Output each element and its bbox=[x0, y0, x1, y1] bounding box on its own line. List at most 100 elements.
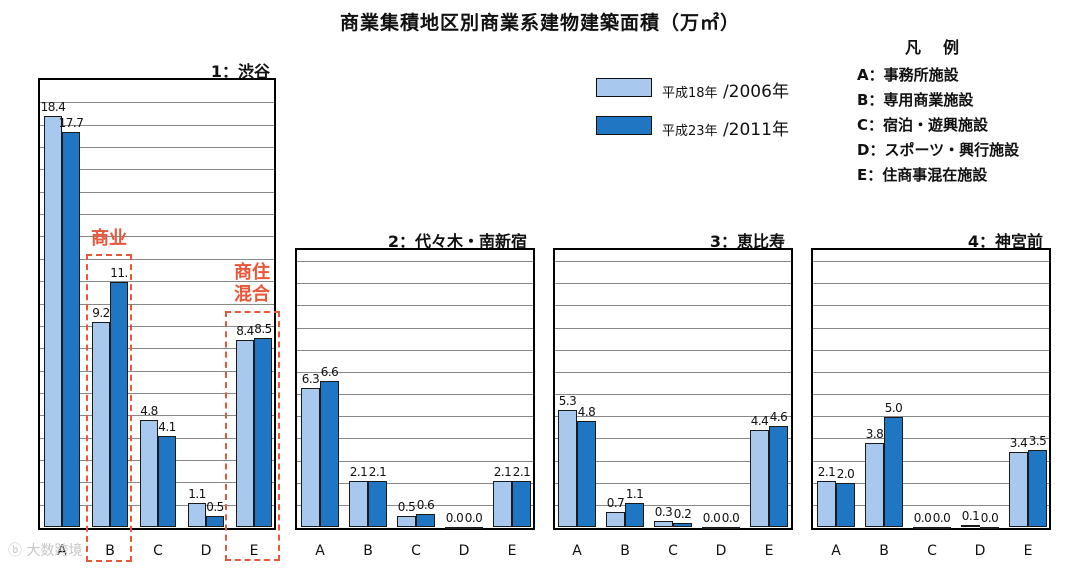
value-label-ebisu-d-series1: 0.0 bbox=[721, 510, 740, 525]
bar-shibuya-e-series1 bbox=[254, 337, 272, 528]
bar-ebisu-b-series1 bbox=[625, 503, 644, 528]
gridline bbox=[555, 438, 791, 440]
gridline bbox=[813, 416, 1049, 418]
value-label-yoyogi-b-series0: 2.1 bbox=[349, 464, 368, 479]
value-label-shibuya-e-series1: 8.5 bbox=[254, 321, 272, 336]
bar-yoyogi-e-series0 bbox=[493, 480, 512, 528]
value-label-jingumae-e-series1: 3.5 bbox=[1028, 433, 1047, 448]
category-label-yoyogi-c: C bbox=[411, 543, 421, 559]
gridline bbox=[40, 214, 274, 216]
value-label-yoyogi-d-series1: 0.0 bbox=[464, 510, 483, 525]
gridline bbox=[297, 261, 533, 263]
bar-ebisu-b-series0 bbox=[606, 511, 625, 528]
gridline bbox=[813, 394, 1049, 396]
category-label-shibuya-e: E bbox=[249, 543, 259, 559]
category-label-ebisu-e: E bbox=[764, 543, 774, 559]
key-title: 凡例 bbox=[905, 38, 982, 57]
gridline bbox=[555, 416, 791, 418]
annotation-box-mixed bbox=[225, 311, 280, 561]
annotation-label-mixed-line1: 商住 bbox=[234, 262, 270, 283]
value-label-shibuya-d-series0: 1.1 bbox=[188, 486, 206, 501]
gridline bbox=[297, 482, 533, 484]
gridline bbox=[297, 460, 533, 462]
bar-jingumae-e-series0 bbox=[1009, 452, 1028, 528]
bar-ebisu-d-series1 bbox=[721, 526, 740, 529]
value-label-ebisu-e-series1: 4.6 bbox=[769, 409, 788, 424]
value-label-shibuya-b-series1: 11. bbox=[110, 265, 128, 280]
bar-yoyogi-d-series0 bbox=[445, 526, 464, 529]
value-label-shibuya-a-series1: 17.7 bbox=[58, 115, 84, 130]
gridline bbox=[40, 147, 274, 149]
annotation-label-mixed-line2: 混合 bbox=[234, 284, 270, 305]
value-label-jingumae-c-series0: 0.0 bbox=[913, 510, 932, 525]
gridline bbox=[40, 258, 274, 260]
value-label-shibuya-d-series1: 0.5 bbox=[206, 500, 224, 515]
category-label-shibuya-c: C bbox=[153, 543, 163, 559]
gridline bbox=[40, 281, 274, 283]
legend-label-2011: 平成23年 /2011年 bbox=[662, 120, 789, 140]
value-label-ebisu-c-series1: 0.2 bbox=[673, 507, 692, 522]
bar-ebisu-a-series0 bbox=[558, 410, 577, 528]
gridline bbox=[297, 504, 533, 506]
gridline bbox=[297, 283, 533, 285]
watermark: ⓑ 大数跨境 bbox=[8, 543, 83, 559]
bar-ebisu-d-series0 bbox=[702, 526, 721, 529]
panel-title-ebisu: 3：恵比寿 bbox=[709, 232, 785, 251]
category-label-yoyogi-a: A bbox=[315, 543, 325, 559]
bar-shibuya-d-series1 bbox=[206, 516, 224, 528]
gridline bbox=[555, 349, 791, 351]
bar-ebisu-a-series1 bbox=[577, 421, 596, 528]
value-label-shibuya-c-series0: 4.8 bbox=[140, 404, 158, 419]
gridline bbox=[40, 348, 274, 350]
key-item-c: C：宿泊・遊興施設 bbox=[857, 116, 989, 134]
bar-jingumae-e-series1 bbox=[1028, 449, 1047, 528]
value-label-jingumae-c-series1: 0.0 bbox=[932, 510, 951, 525]
gridline bbox=[40, 191, 274, 193]
gridline bbox=[813, 504, 1049, 506]
gridline bbox=[813, 371, 1049, 373]
category-label-ebisu-d: D bbox=[715, 543, 727, 559]
gridline bbox=[555, 305, 791, 307]
gridline bbox=[555, 482, 791, 484]
annotation-label-commerce: 商业 bbox=[91, 228, 127, 249]
value-label-yoyogi-c-series0: 0.5 bbox=[397, 500, 416, 515]
value-label-jingumae-b-series0: 3.8 bbox=[865, 427, 884, 442]
bar-ebisu-e-series0 bbox=[750, 429, 769, 528]
bar-jingumae-c-series1 bbox=[932, 526, 951, 529]
bar-ebisu-e-series1 bbox=[769, 425, 788, 528]
value-label-ebisu-b-series1: 1.1 bbox=[625, 487, 644, 502]
bar-jingumae-a-series1 bbox=[836, 483, 855, 528]
category-label-jingumae-b: B bbox=[879, 543, 889, 559]
legend-swatch-2006 bbox=[596, 78, 652, 97]
gridline bbox=[813, 482, 1049, 484]
value-label-yoyogi-a-series1: 6.6 bbox=[320, 365, 339, 380]
value-label-shibuya-b-series0: 9.2 bbox=[92, 305, 110, 320]
gridline bbox=[813, 261, 1049, 263]
value-label-yoyogi-e-series0: 2.1 bbox=[493, 464, 512, 479]
gridline bbox=[297, 371, 533, 373]
bar-yoyogi-a-series0 bbox=[301, 387, 320, 528]
category-label-jingumae-a: A bbox=[831, 543, 841, 559]
value-label-jingumae-a-series0: 2.1 bbox=[817, 464, 836, 479]
gridline bbox=[555, 327, 791, 329]
gridline bbox=[555, 460, 791, 462]
bar-jingumae-d-series1 bbox=[980, 526, 999, 529]
gridline bbox=[297, 349, 533, 351]
gridline bbox=[40, 124, 274, 126]
category-label-jingumae-c: C bbox=[927, 543, 937, 559]
chart-title: 商業集積地区別商業系建物建築面積（万㎡） bbox=[339, 12, 740, 34]
value-label-jingumae-e-series0: 3.4 bbox=[1009, 436, 1028, 451]
legend-label-2006: 平成18年 /2006年 bbox=[662, 82, 789, 102]
value-label-ebisu-b-series0: 0.7 bbox=[606, 495, 625, 510]
value-label-yoyogi-e-series1: 2.1 bbox=[512, 464, 531, 479]
category-label-yoyogi-e: E bbox=[507, 543, 517, 559]
bar-jingumae-d-series0 bbox=[961, 525, 980, 528]
value-label-yoyogi-b-series1: 2.1 bbox=[368, 464, 387, 479]
gridline bbox=[297, 394, 533, 396]
bar-yoyogi-a-series1 bbox=[320, 381, 339, 528]
category-label-jingumae-e: E bbox=[1023, 543, 1033, 559]
bar-shibuya-b-series0 bbox=[92, 321, 110, 528]
value-label-yoyogi-a-series0: 6.3 bbox=[301, 371, 320, 386]
value-label-ebisu-c-series0: 0.3 bbox=[654, 504, 673, 519]
category-label-shibuya-b: B bbox=[105, 543, 115, 559]
